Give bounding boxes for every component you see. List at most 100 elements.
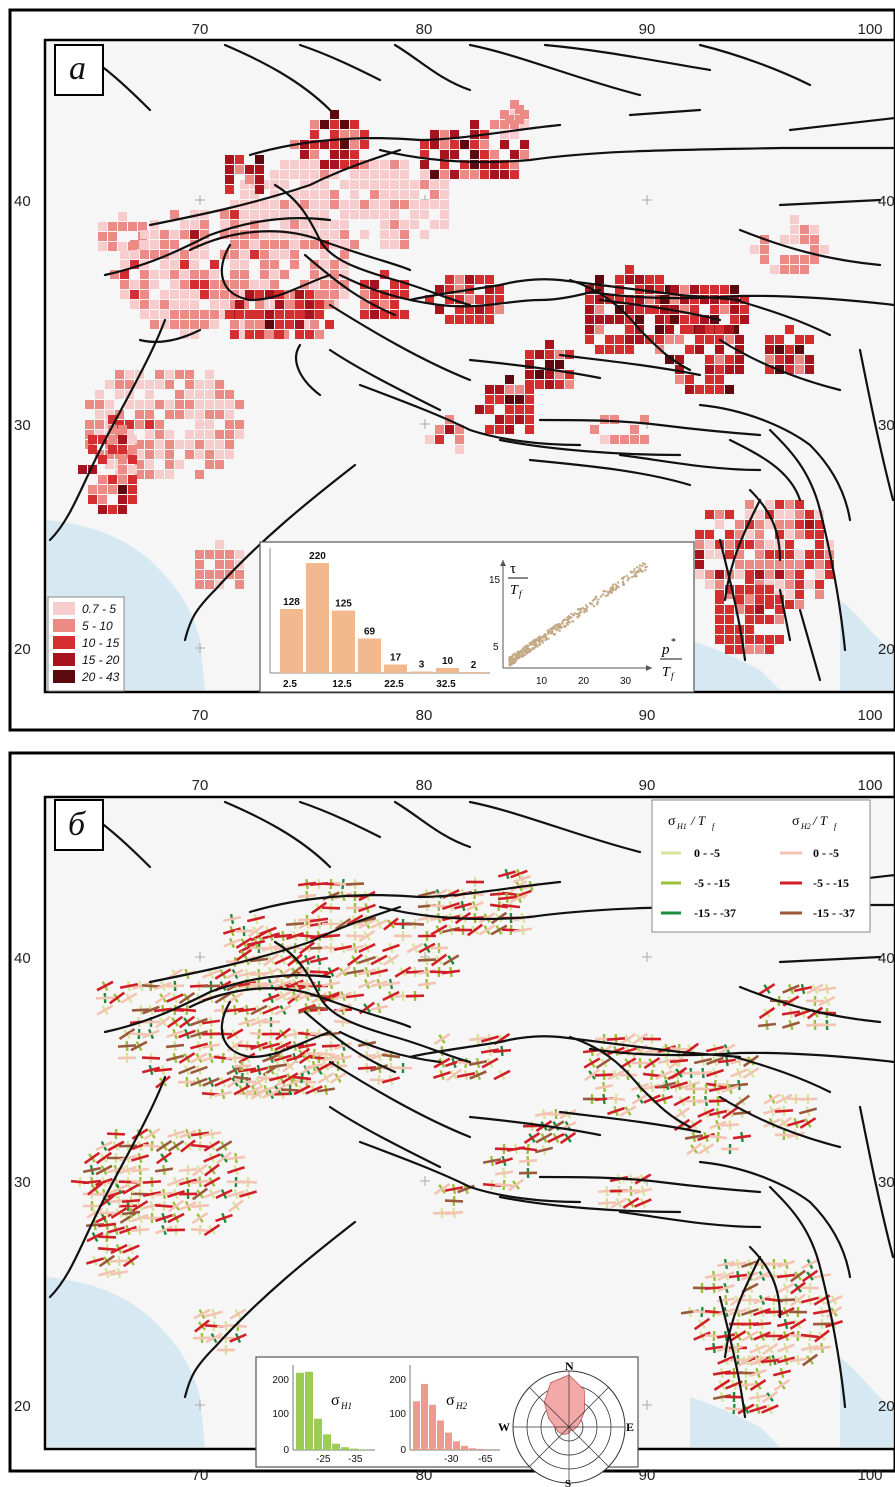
stress-cell [605,315,614,324]
stress-cell [725,355,734,364]
sigma-h2-bar [233,1084,251,1096]
legend-label-h2: -15 - -37 [813,906,855,920]
sigma-h2-bar [191,1187,209,1201]
stress-cell [128,222,137,231]
stress-cell [255,165,264,174]
stress-cell [235,155,244,164]
sigma-h2-bar [177,1007,197,1013]
stress-cell [615,285,624,294]
stress-cell [765,570,774,579]
sigma-h2-bar [97,1269,117,1277]
scatter-point [549,627,552,631]
y-tick-right-30: 30 [878,417,895,434]
sigma-h2-bar [788,1357,808,1363]
stress-cell [85,400,94,409]
scatter-xlabel-top: p [661,642,670,658]
stress-cell [715,605,724,614]
stress-cell [485,285,494,294]
scatter-xlabel-bottom: T [662,665,671,680]
sigma-h2-bar [95,1151,113,1165]
scatter-y-tick-15: 15 [489,575,501,586]
stress-cell [280,160,289,169]
sigma-h2-bar [777,1282,795,1294]
stress-cell [525,350,534,359]
h1-bar [359,1449,367,1450]
stress-cell [225,410,234,419]
sigma-h2-bar [225,1007,245,1013]
scatter-point [585,610,588,613]
stress-cell [240,180,249,189]
stress-cell [725,385,734,394]
stress-cell [185,390,194,399]
scatter-point [610,586,613,589]
stress-cell [755,520,764,529]
h2-y-tick-100: 100 [389,1409,406,1420]
stress-cell [320,300,329,309]
stress-cell [88,485,97,494]
stress-cell [255,185,264,194]
scatter-point [645,565,648,569]
stress-cell [350,160,359,169]
sigma-h2-bar [685,1119,703,1131]
sigma-h2-bar [333,944,353,952]
sigma-h2-bar [237,970,257,978]
sigma-h2-bar [142,1180,162,1184]
stress-cell [170,210,179,219]
stress-cell [270,270,279,279]
stress-cell [115,420,124,429]
sigma-h2-bar [801,1258,819,1270]
stress-cell [730,305,739,314]
stress-cell [585,315,594,324]
stress-cell [695,550,704,559]
stress-cell [730,285,739,294]
stress-cell [350,210,359,219]
sigma-h2-bar [155,1225,173,1235]
stress-cell [680,325,689,334]
stress-cell [445,275,454,284]
legend-label-h1: -5 - -15 [694,876,730,890]
stress-cell [135,450,144,459]
stress-cell [185,370,194,379]
x-tick-bottom-70: 70 [192,1467,209,1484]
stress-cell [360,130,369,139]
stress-cell [765,540,774,549]
stress-cell [745,520,754,529]
sigma-h2-bar [607,1069,625,1081]
sigma-h2-bar [250,1017,268,1027]
stress-cell [260,300,269,309]
scatter-point [611,583,615,586]
stress-cell [305,310,314,319]
stress-cell [255,290,264,299]
sigma-h2-bar [418,942,436,954]
stress-cell [610,435,619,444]
bay-of-bengal [690,1397,780,1447]
stress-cell [200,320,209,329]
sigma-h2-bar [534,1146,554,1154]
sigma-h2-bar [405,922,425,926]
h2-title-sub: H2 [455,1401,467,1411]
sigma-h2-bar [776,1273,796,1279]
sigma-h2-bar [682,1080,700,1090]
stress-cell [128,495,137,504]
stress-cell [215,390,224,399]
sigma-h2-bar [763,1093,781,1105]
stress-cell [150,240,159,249]
stress-cell [320,120,329,129]
sigma-h2-bar [316,1087,336,1093]
stress-cell [790,235,799,244]
sigma-h2-bar [507,1178,525,1192]
legend-label: 10 - 15 [82,636,120,650]
stress-cell [240,230,249,239]
stress-cell [135,440,144,449]
h1-bars [296,1371,367,1450]
stress-cell [118,505,127,514]
sigma-h2-bar [370,919,388,929]
stress-cell [755,595,764,604]
stress-cell [265,290,274,299]
sigma-h2-bar [357,968,377,976]
stress-cell [200,310,209,319]
sigma-h2-bar [222,927,242,935]
stress-cell [765,345,774,354]
stress-cell [170,250,179,259]
stress-cell [140,230,149,239]
